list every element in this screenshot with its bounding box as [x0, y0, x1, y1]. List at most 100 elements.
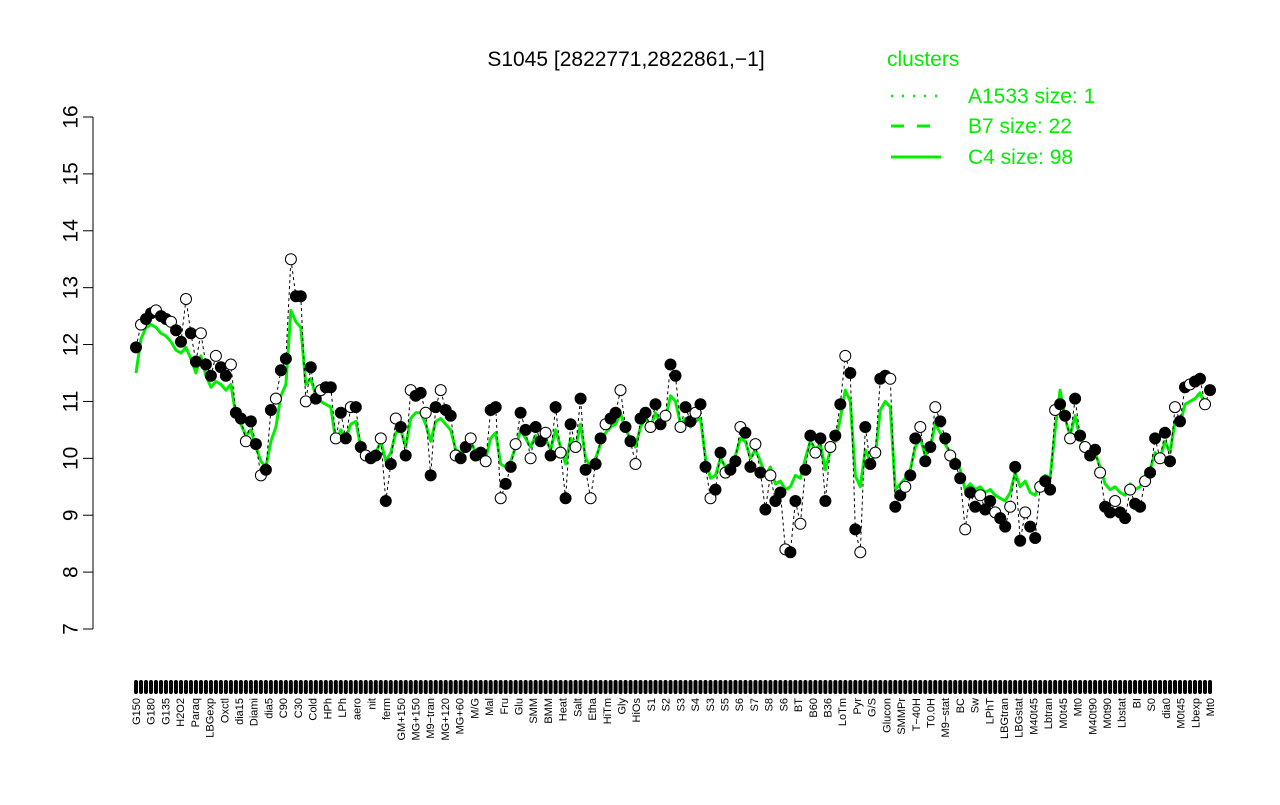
- data-point: [509, 438, 522, 451]
- x-tick-label: SMM: [528, 698, 540, 724]
- data-point: [199, 358, 212, 371]
- data-point: [789, 495, 802, 507]
- x-tick-label: S8: [764, 698, 776, 711]
- x-tick-label: M0t45: [1058, 698, 1070, 729]
- data-point: [1104, 506, 1117, 519]
- data-point: [754, 466, 767, 479]
- x-tick-label: MG+120: [440, 698, 452, 741]
- data-point: [414, 386, 427, 399]
- x-tick-label: Etha: [587, 697, 599, 721]
- data-point: [1119, 512, 1132, 525]
- data-point: [909, 432, 922, 445]
- data-point: [614, 384, 627, 397]
- data-point: [1204, 384, 1216, 397]
- data-point: [494, 492, 507, 505]
- data-point: [889, 500, 902, 513]
- x-tick-label: M0t45: [1176, 698, 1188, 729]
- data-point: [1089, 443, 1102, 456]
- y-tick-label: 13: [59, 276, 82, 299]
- data-point: [559, 492, 572, 505]
- data-point: [869, 446, 882, 459]
- x-tick-label: LBGtran: [999, 698, 1011, 739]
- x-tick-label: T−40H: [911, 698, 923, 731]
- x-tick-label: Mt0: [1205, 698, 1217, 716]
- data-point: [1149, 432, 1162, 445]
- data-point: [1014, 534, 1027, 547]
- data-point: [244, 415, 257, 428]
- data-point: [864, 458, 877, 470]
- x-tick-label: Fru: [499, 698, 511, 715]
- data-point: [964, 486, 977, 499]
- data-point: [904, 469, 917, 482]
- data-point: [629, 458, 642, 470]
- data-point: [234, 412, 247, 425]
- data-point: [674, 421, 687, 433]
- data-point: [574, 392, 587, 405]
- data-point: [1094, 466, 1107, 479]
- data-point: [194, 327, 207, 340]
- data-point: [544, 449, 557, 462]
- data-point: [394, 421, 407, 433]
- x-tick-label: S4: [690, 698, 702, 711]
- data-point: [514, 406, 527, 419]
- data-point: [130, 341, 142, 354]
- data-point: [729, 455, 742, 468]
- data-point: [794, 517, 807, 530]
- x-tick-label: S3: [705, 698, 717, 711]
- data-point: [969, 500, 982, 513]
- data-point: [264, 404, 277, 416]
- x-tick-label: M40t45: [1028, 698, 1040, 735]
- data-point: [759, 503, 772, 516]
- data-point: [499, 477, 512, 490]
- x-tick-label: nit: [366, 698, 378, 710]
- data-point: [594, 432, 607, 445]
- x-tick-label: Glu: [514, 698, 526, 715]
- x-tick-label: B36: [822, 698, 834, 718]
- x-tick-label: S2: [661, 698, 673, 711]
- x-tick-label: Lbstat: [1117, 698, 1129, 728]
- data-point: [694, 398, 707, 411]
- data-point: [954, 472, 967, 485]
- data-point: [334, 406, 347, 419]
- y-tick-label: 11: [59, 391, 82, 413]
- data-point: [984, 495, 997, 507]
- data-point: [249, 438, 262, 451]
- data-point: [269, 392, 282, 405]
- data-point: [1134, 500, 1147, 513]
- data-point: [274, 364, 287, 377]
- x-tick-label: Salt: [572, 698, 584, 717]
- y-tick-label: 10: [59, 447, 82, 470]
- data-point: [374, 432, 387, 445]
- data-point: [659, 409, 672, 422]
- x-tick-label: MG+60: [455, 698, 467, 734]
- data-point: [854, 546, 867, 559]
- y-tick-label: 8: [59, 566, 82, 578]
- x-tick-label: S6: [734, 698, 746, 711]
- data-point: [949, 458, 962, 470]
- data-point: [239, 435, 252, 448]
- data-point: [564, 418, 577, 431]
- data-point: [519, 423, 532, 436]
- x-tick-label: BMM: [543, 698, 555, 724]
- x-tick-label: M9−tran: [425, 698, 437, 739]
- x-tick-label: HiTm: [602, 698, 614, 724]
- x-tick-label: ferm: [381, 698, 393, 720]
- chart-title: S1045 [2822771,2822861,−1]: [487, 48, 764, 71]
- x-tick-label: H2O2: [175, 698, 187, 727]
- plot-area: [130, 253, 1216, 559]
- data-point: [489, 401, 502, 414]
- x-tick-label: Gly: [617, 698, 629, 715]
- x-tick-label: G/S: [867, 698, 879, 717]
- x-tick-label: dia5: [263, 698, 275, 719]
- x-tick-label: B60: [808, 698, 820, 718]
- data-point: [579, 463, 592, 476]
- data-point: [814, 432, 827, 445]
- data-point: [824, 441, 837, 453]
- x-tick-label: G180: [146, 698, 158, 725]
- x-tick-label: G135: [160, 698, 172, 725]
- data-point: [959, 523, 972, 536]
- x-tick-label: BT: [793, 698, 805, 712]
- data-point: [924, 441, 937, 453]
- x-tick-label: LPhT: [984, 698, 996, 725]
- data-point: [884, 372, 897, 385]
